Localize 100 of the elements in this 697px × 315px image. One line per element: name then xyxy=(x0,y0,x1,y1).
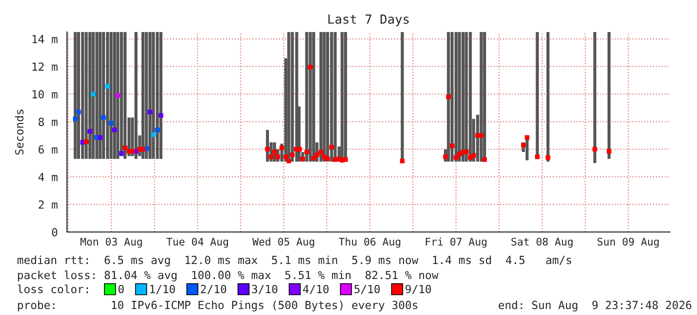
bar xyxy=(116,32,120,159)
bar xyxy=(480,32,483,162)
legend-label: 1/10 xyxy=(150,284,175,294)
point xyxy=(446,94,451,100)
bar xyxy=(84,32,88,159)
bar xyxy=(134,32,138,159)
bar xyxy=(454,32,458,162)
bar xyxy=(81,32,84,159)
point xyxy=(140,146,146,152)
point xyxy=(454,155,458,160)
legend-label: 0 xyxy=(118,284,124,294)
point xyxy=(308,64,313,70)
point xyxy=(265,146,270,152)
bar xyxy=(144,32,148,159)
point xyxy=(90,92,96,96)
point xyxy=(283,154,288,160)
point xyxy=(592,146,598,152)
bar xyxy=(98,32,102,159)
point xyxy=(130,149,135,154)
text: packet loss: 81.04 % avg 100.00 % max 5.51 % min 82.51 % now xyxy=(18,270,438,282)
legend-label: 4/10 xyxy=(303,284,329,294)
bar xyxy=(308,32,312,162)
bar xyxy=(450,32,454,162)
bar xyxy=(74,32,77,159)
text: end: Sun Aug 9 23:37:48 2026 xyxy=(498,300,692,312)
point xyxy=(443,154,448,160)
point xyxy=(112,128,117,132)
text: median rtt: 6.5 ms avg 12.0 ms max 5.1 ms min 5.9 ms now 1.4 ms sd 4.5 am/s xyxy=(18,256,572,266)
point xyxy=(546,155,550,160)
y-tick-label: 6 m xyxy=(38,145,58,154)
legend-label: 9/10 xyxy=(406,284,431,294)
bar xyxy=(322,32,326,162)
x-tick-label: Fri 07 Aug xyxy=(426,238,486,248)
point xyxy=(98,135,102,140)
bar xyxy=(102,32,106,159)
bar xyxy=(546,32,550,162)
bar xyxy=(156,32,159,159)
bar xyxy=(290,32,294,162)
point xyxy=(76,110,81,114)
point xyxy=(478,133,484,138)
point xyxy=(151,132,156,138)
point xyxy=(450,143,454,148)
point xyxy=(108,120,114,126)
point xyxy=(606,149,612,154)
point xyxy=(148,110,152,114)
bar xyxy=(326,32,330,162)
legend-label: 3/10 xyxy=(252,284,278,294)
x-tick-label: Sun 09 Aug xyxy=(598,238,659,248)
bar xyxy=(106,32,110,159)
y-tick-label: 4 m xyxy=(38,172,58,182)
bar xyxy=(77,32,80,159)
x-tick-label: Wed 05 Aug xyxy=(252,238,314,248)
text: probe: 10 IPv6-ICMP Echo Pings (500 Bytes) every 300s xyxy=(18,300,418,312)
bar xyxy=(458,32,461,162)
y-tick-label: 10 m xyxy=(32,90,58,98)
point xyxy=(535,154,540,160)
bar xyxy=(92,32,95,159)
point xyxy=(88,129,92,134)
y-tick-label: 14 m xyxy=(32,35,58,44)
point xyxy=(276,154,280,160)
bar xyxy=(464,32,468,162)
point xyxy=(471,153,476,158)
point xyxy=(325,156,330,162)
x-tick-label: Mon 03 Aug xyxy=(80,238,142,248)
point xyxy=(297,146,302,152)
point xyxy=(84,139,89,144)
chart-title: Last 7 Days xyxy=(328,14,409,26)
bar xyxy=(120,32,123,156)
bar xyxy=(312,32,316,162)
y-tick-label: 8 m xyxy=(38,118,58,126)
point xyxy=(482,157,487,162)
y-tick-label: 12 m xyxy=(32,62,58,71)
legend-label: 2/10 xyxy=(200,284,226,294)
point xyxy=(115,93,120,98)
point xyxy=(524,135,530,140)
bar xyxy=(159,32,162,159)
point xyxy=(272,150,277,154)
bar xyxy=(152,32,155,159)
bar xyxy=(141,32,144,159)
point xyxy=(521,142,526,148)
point xyxy=(343,157,348,162)
point xyxy=(464,150,469,154)
point xyxy=(101,115,106,120)
y-axis-title: Seconds xyxy=(14,110,24,155)
bar xyxy=(124,32,127,159)
bar xyxy=(305,32,308,162)
bar xyxy=(462,32,465,162)
legend-title: loss color: xyxy=(18,284,88,294)
bar xyxy=(446,32,450,162)
point xyxy=(119,151,124,156)
x-tick-label: Tue 04 Aug xyxy=(166,238,228,248)
bar xyxy=(88,32,92,159)
bar xyxy=(112,32,116,159)
x-tick-label: Thu 06 Aug xyxy=(338,238,400,248)
bar xyxy=(330,32,334,162)
bar xyxy=(95,32,98,159)
point xyxy=(318,150,324,154)
point xyxy=(400,158,405,164)
point xyxy=(300,156,305,162)
bar xyxy=(319,32,322,162)
